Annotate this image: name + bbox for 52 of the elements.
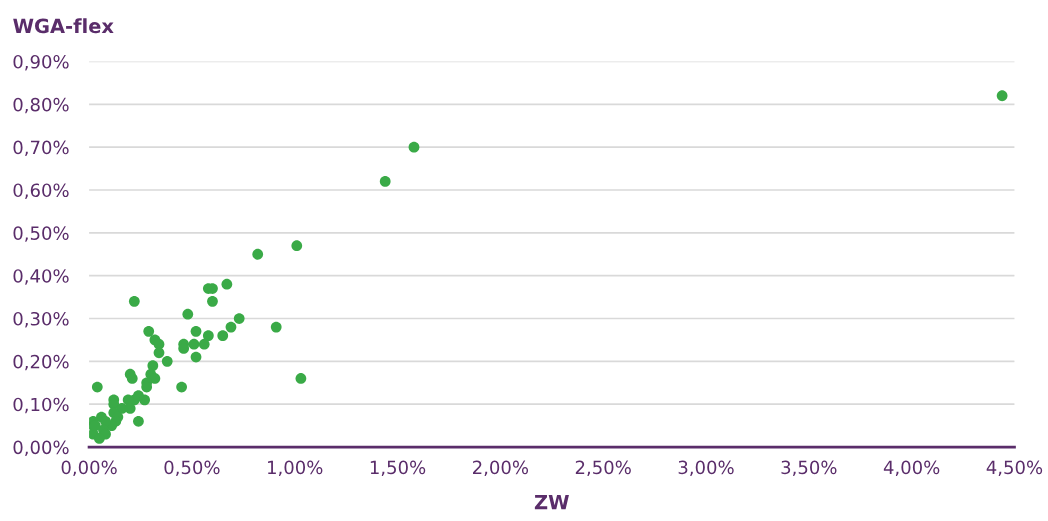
point — [198, 338, 210, 350]
y-tick-label: 0,50% — [13, 226, 69, 242]
point — [147, 360, 159, 372]
point — [91, 381, 103, 393]
point — [149, 373, 161, 384]
point — [126, 373, 138, 384]
point — [252, 248, 264, 260]
y-tick-label: 0,10% — [13, 397, 69, 414]
y-axis-title: WGA-flex — [13, 18, 114, 34]
point — [291, 240, 303, 252]
x-tick-label: 0,00% — [61, 460, 117, 477]
point — [996, 90, 1008, 102]
x-tick-label: 1,50% — [370, 460, 426, 477]
x-tick-label: 3,50% — [781, 460, 837, 477]
point — [270, 321, 282, 333]
x-tick-label: 0,50% — [164, 460, 220, 477]
y-tick-label: 0,80% — [13, 97, 69, 114]
point — [295, 373, 307, 384]
x-tick-label: 1,00% — [268, 460, 323, 477]
point — [221, 278, 233, 290]
point — [176, 381, 187, 393]
point — [161, 355, 173, 367]
point — [100, 415, 111, 427]
point — [190, 351, 202, 363]
y-tick-label: 0,30% — [13, 311, 69, 328]
point — [408, 141, 420, 153]
point — [93, 433, 105, 444]
x-tick-label: 2,00% — [473, 460, 529, 477]
y-tick-label: 0,00% — [13, 440, 69, 456]
x-axis-title: ZW — [534, 494, 569, 510]
y-tick-label: 0,40% — [13, 269, 69, 285]
point — [143, 325, 155, 337]
x-tick-label: 4,00% — [883, 460, 940, 477]
x-tick-label: 4,50% — [986, 460, 1043, 477]
y-tick-label: 0,70% — [13, 140, 69, 157]
point — [153, 347, 165, 359]
point — [202, 330, 214, 342]
point — [190, 325, 202, 337]
point — [225, 321, 237, 333]
x-tick-label: 2,50% — [575, 460, 631, 477]
x-tick-label: 3,00% — [678, 460, 734, 477]
point — [188, 338, 200, 350]
point — [233, 313, 245, 324]
point — [128, 295, 140, 307]
y-tick-label: 0,60% — [13, 183, 69, 199]
point — [182, 308, 194, 320]
point — [207, 295, 218, 307]
y-tick-label: 0,20% — [13, 354, 69, 371]
point — [379, 176, 391, 187]
point — [217, 330, 229, 342]
y-tick-label: 0,90% — [13, 54, 69, 71]
point — [133, 415, 144, 427]
